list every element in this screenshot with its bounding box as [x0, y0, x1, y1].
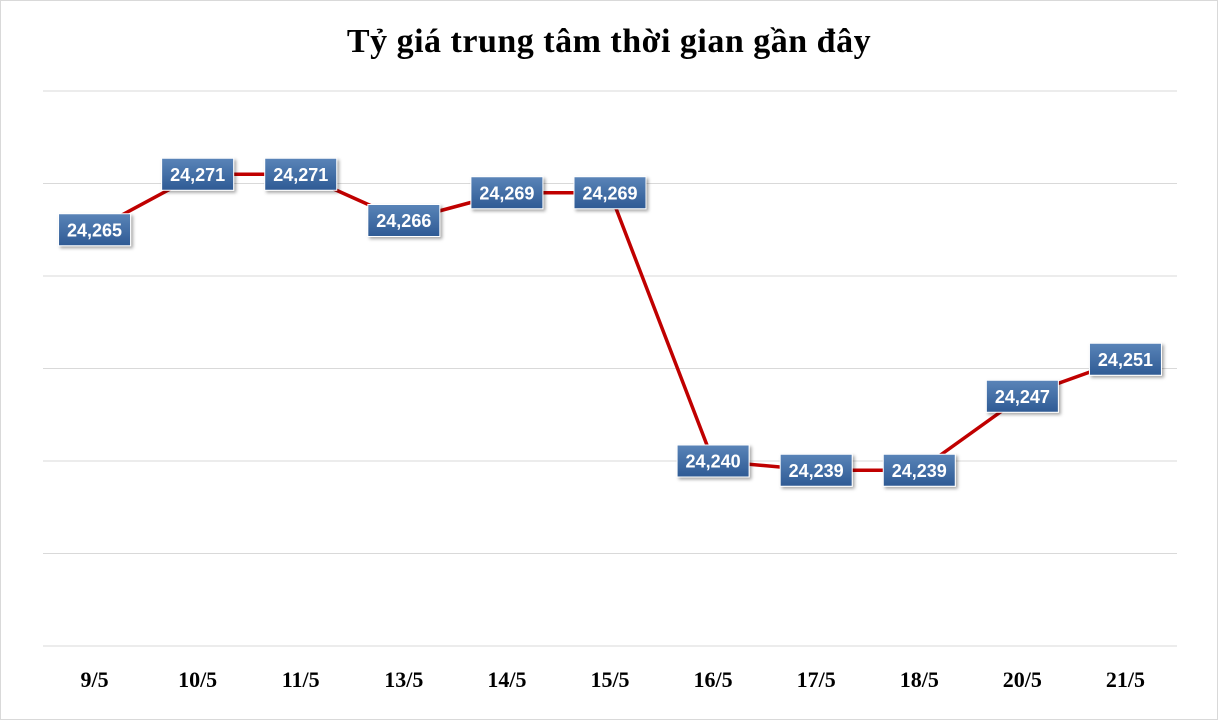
chart-title: Tỷ giá trung tâm thời gian gần đây — [346, 23, 872, 60]
data-label-box — [676, 444, 750, 478]
x-tick-label: 14/5 — [487, 667, 526, 692]
data-label-box — [882, 453, 956, 487]
x-tick-label: 18/5 — [900, 667, 939, 692]
data-label-text: 24,271 — [170, 165, 225, 185]
x-tick-label: 11/5 — [282, 667, 320, 692]
data-labels: 24,265 24,271 24,271 24,266 24,269 24,269 24,2… — [58, 157, 1162, 487]
data-label: 24,271 — [264, 157, 338, 191]
data-label: 24,239 — [882, 453, 956, 487]
data-label-text: 24,251 — [1098, 350, 1153, 370]
data-label-text: 24,239 — [789, 461, 844, 481]
data-label: 24,269 — [573, 176, 647, 210]
data-label: 24,247 — [985, 379, 1059, 413]
x-tick-label: 15/5 — [590, 667, 629, 692]
x-tick-label: 10/5 — [178, 667, 217, 692]
data-label: 24,265 — [58, 213, 132, 247]
data-label-box — [58, 213, 132, 247]
x-tick-label: 17/5 — [797, 667, 836, 692]
data-label: 24,240 — [676, 444, 750, 478]
x-tick-label: 9/5 — [80, 667, 108, 692]
data-label-text: 24,271 — [273, 165, 328, 185]
x-axis-tick-labels: 9/5 10/5 11/5 13/5 14/5 15/5 16/5 17/5 18/5 20/5 2… — [80, 667, 1145, 692]
data-label-box — [985, 379, 1059, 413]
data-label-box — [367, 204, 441, 237]
data-label-box — [161, 157, 235, 191]
data-label-box — [264, 157, 338, 191]
data-label-box — [1088, 342, 1162, 376]
data-label-text: 24,269 — [582, 183, 637, 203]
data-label-text: 24,265 — [67, 220, 122, 240]
data-label: 24,271 — [161, 157, 235, 191]
x-tick-label: 20/5 — [1003, 667, 1042, 692]
data-label: 24,251 — [1088, 342, 1162, 376]
data-label-box — [779, 453, 853, 487]
data-label-text: 24,269 — [479, 183, 534, 203]
data-label: 24,266 — [367, 204, 441, 237]
x-tick-label: 13/5 — [384, 667, 423, 692]
data-label-text: 24,239 — [892, 461, 947, 481]
data-label-text: 24,240 — [686, 452, 741, 472]
data-label-box — [573, 176, 647, 210]
x-tick-label: 16/5 — [694, 667, 733, 692]
data-label-box — [470, 176, 544, 210]
series-line — [93, 172, 1127, 472]
data-label-text: 24,247 — [995, 387, 1050, 407]
data-label: 24,239 — [779, 453, 853, 487]
data-label: 24,269 — [470, 176, 544, 210]
data-label-text: 24,266 — [376, 211, 431, 231]
x-tick-label: 21/5 — [1106, 667, 1145, 692]
series-line-layer — [93, 172, 1127, 472]
